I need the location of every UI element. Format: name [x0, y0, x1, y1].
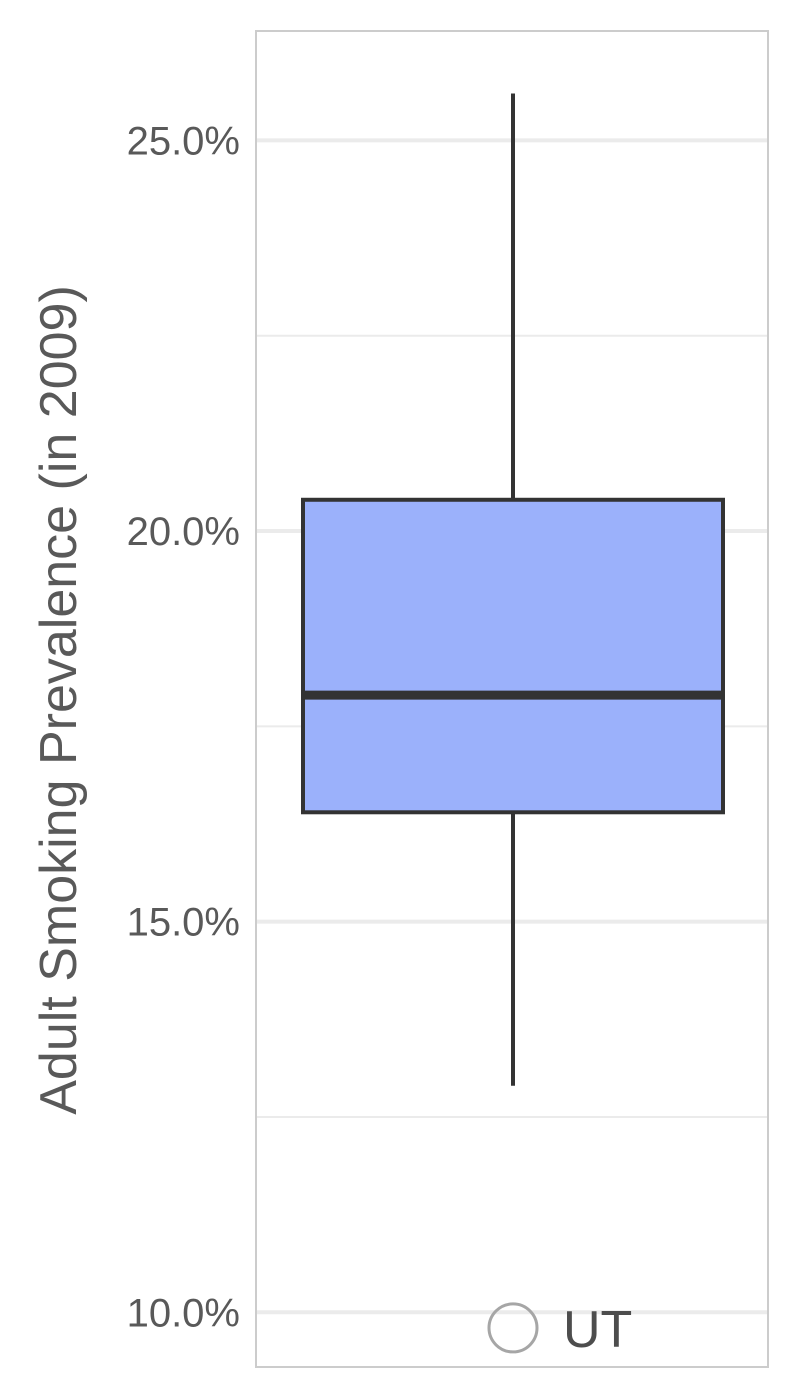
y-tick-labels: 10.0% 15.0% 20.0% 25.0% [127, 119, 240, 1335]
y-tick-label: 10.0% [127, 1291, 240, 1335]
outlier-label: UT [563, 1301, 632, 1359]
outlier-point [487, 1302, 539, 1354]
y-tick-label: 20.0% [127, 510, 240, 554]
interquartile-box [301, 497, 725, 815]
y-tick-label: 15.0% [127, 901, 240, 945]
y-tick-label: 25.0% [127, 119, 240, 163]
outliers: UT [487, 1301, 632, 1359]
panel-border [255, 30, 769, 1368]
y-axis-title: Adult Smoking Prevalence (in 2009) [30, 285, 88, 1115]
